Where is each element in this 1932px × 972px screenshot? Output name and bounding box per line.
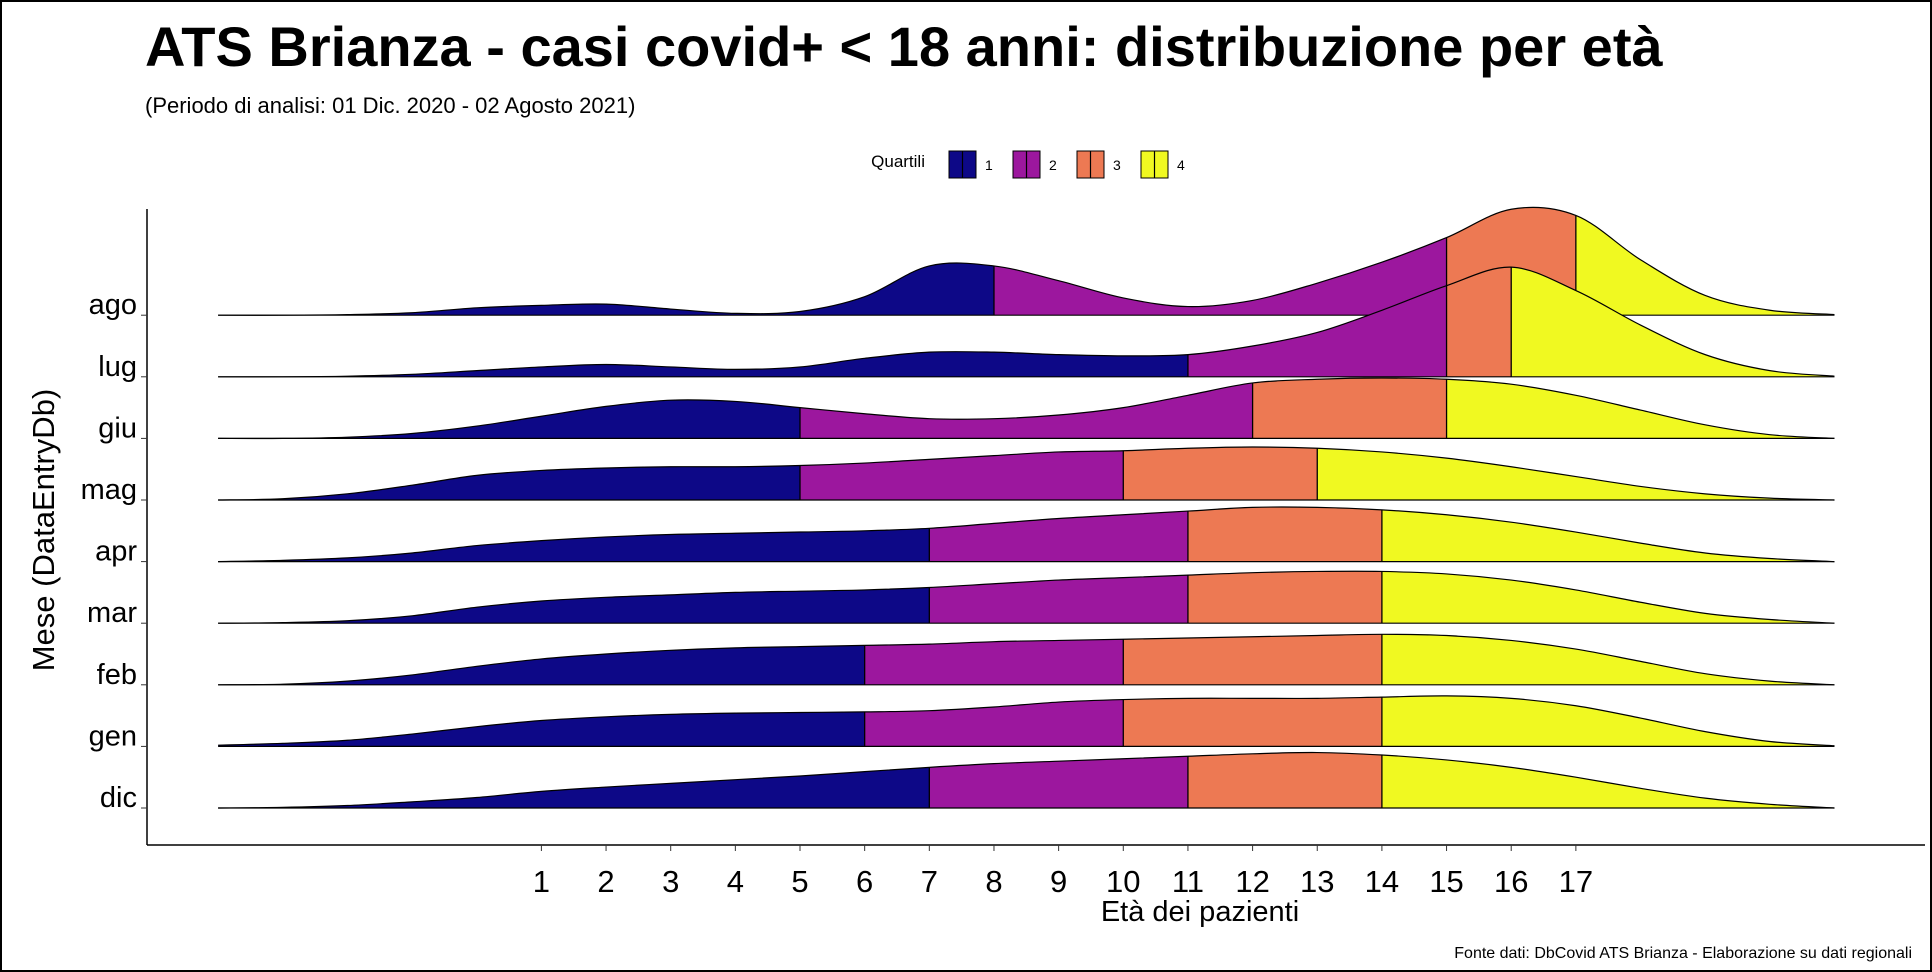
x-tick-label: 16 [1494,864,1528,899]
quartile-area [1446,267,1512,377]
x-tick-label: 3 [662,864,679,899]
density-line [218,266,1835,378]
y-tick-label: apr [95,536,137,568]
quartile-area [218,351,1188,377]
y-axis-label: Mese (DataEntryDb) [26,389,61,672]
quartile-area [800,450,1124,500]
quartile-area [929,575,1188,624]
quartile-area [218,262,994,316]
quartile-area [1187,752,1382,808]
chart-title: ATS Brianza - casi covid+ < 18 anni: dis… [145,15,1663,78]
y-tick-label: lug [98,351,137,383]
quartile-area [864,699,1124,747]
x-tick-label: 10 [1106,864,1140,899]
x-tick-label: 9 [1050,864,1067,899]
density-line [218,377,1835,440]
quartile-area [1446,379,1835,439]
quartile-area [800,382,1253,439]
y-tick-label: dic [100,782,137,814]
legend-label: 4 [1177,157,1185,173]
x-tick-label: 5 [791,864,808,899]
quartile-area [1123,634,1382,685]
legend-label: 3 [1113,157,1121,173]
quartile-area [1381,695,1835,747]
quartile-area [1187,571,1382,624]
density-line [218,570,1835,624]
quartile-area [1187,507,1382,562]
quartile-area [1511,267,1835,377]
quartile-area [218,767,930,808]
x-tick-label: 11 [1172,864,1204,899]
density-line [218,446,1835,501]
y-tick-label: feb [97,659,137,691]
quartile-area [864,639,1124,685]
x-tick-label: 12 [1235,864,1269,899]
x-tick-label: 13 [1300,864,1334,899]
density-line [218,695,1835,747]
y-tick-label: gen [89,720,137,752]
quartile-area [1317,448,1835,500]
quartile-area [218,399,801,439]
quartile-area [1575,215,1835,316]
x-tick-label: 2 [597,864,614,899]
quartile-area [1381,755,1835,808]
x-tick-label: 6 [856,864,873,899]
y-tick-label: mar [87,597,137,629]
x-tick-label: 17 [1559,864,1593,899]
quartile-area [1123,697,1382,747]
quartile-area [218,645,865,685]
quartile-area [1381,509,1835,562]
quartile-area [929,756,1188,808]
density-line [218,206,1835,316]
x-tick-label: 1 [533,864,550,899]
legend-title: Quartili [871,152,925,171]
quartile-area [218,587,930,624]
density-line [218,633,1835,686]
y-tick-label: mag [81,474,137,506]
quartile-area [993,237,1447,316]
x-axis-label: Età dei pazienti [1101,896,1299,928]
quartile-area [1381,571,1835,624]
chart-subtitle: (Periodo di analisi: 01 Dic. 2020 - 02 A… [145,93,635,118]
caption: Fonte dati: DbCovid ATS Brianza - Elabor… [1454,945,1912,962]
x-tick-label: 4 [727,864,744,899]
quartile-area [1381,634,1835,685]
quartile-area [1252,378,1447,439]
density-line [218,506,1835,563]
legend-label: 1 [985,157,993,173]
quartile-area [218,528,930,562]
x-tick-label: 7 [921,864,938,899]
density-line [218,751,1835,809]
y-tick-label: giu [98,412,137,444]
quartile-area [1123,447,1318,500]
quartile-area [218,465,801,500]
x-tick-label: 8 [985,864,1002,899]
x-tick-label: 14 [1365,864,1399,899]
quartile-area [1187,285,1447,377]
y-tick-label: ago [89,289,137,321]
legend-label: 2 [1049,157,1057,173]
x-tick-label: 15 [1429,864,1463,899]
